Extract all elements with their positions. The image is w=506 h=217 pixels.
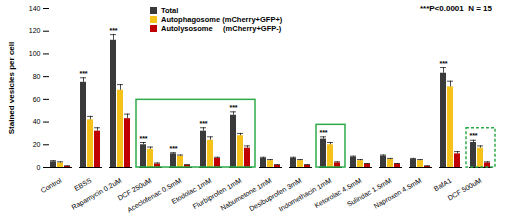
svg-text:***: ***	[229, 104, 237, 111]
svg-text:Nabumetone 1mM: Nabumetone 1mM	[219, 177, 273, 212]
html-text:Total: Total	[161, 6, 179, 15]
html-text:Autolysosome (mCherry+GFP-): Autolysosome (mCherry+GFP-)	[161, 24, 282, 33]
svg-text:Ketorolac 4.5mM: Ketorolac 4.5mM	[313, 177, 362, 210]
html-text:Autophagosome (mCherry+GFP+): Autophagosome (mCherry+GFP+)	[161, 15, 283, 24]
svg-text:BafA1: BafA1	[433, 177, 453, 193]
svg-text:140: 140	[29, 5, 41, 12]
svg-text:DCF 250uM: DCF 250uM	[116, 176, 153, 202]
svg-text:120: 120	[29, 27, 41, 34]
svg-text:80: 80	[33, 73, 41, 80]
svg-text:Sulindac 1.5mM: Sulindac 1.5mM	[345, 176, 393, 208]
svg-text:Rapamycin 0.2uM: Rapamycin 0.2uM	[70, 177, 123, 212]
svg-text:40: 40	[33, 118, 41, 125]
svg-text:***: ***	[139, 135, 147, 142]
svg-text:Flurbiprofen 1mM: Flurbiprofen 1mM	[192, 177, 244, 211]
svg-text:100: 100	[29, 50, 41, 57]
svg-text:***: ***	[439, 60, 447, 67]
svg-text:***: ***	[319, 129, 327, 136]
svg-text:20: 20	[33, 141, 41, 148]
svg-text:***: ***	[169, 145, 177, 152]
svg-text:***: ***	[79, 70, 87, 77]
svg-text:Indomethacin 1mM: Indomethacin 1mM	[278, 177, 333, 213]
svg-text:EBSS: EBSS	[73, 177, 93, 193]
svg-text:Etodolac 1mM: Etodolac 1mM	[170, 176, 213, 206]
svg-text:Stained vesicles per cell: Stained vesicles per cell	[7, 42, 16, 135]
svg-text:Aceclofenac 0.5mM: Aceclofenac 0.5mM	[126, 177, 183, 214]
svg-text:60: 60	[33, 96, 41, 103]
svg-text:0: 0	[37, 164, 41, 171]
svg-text:DCF 500uM: DCF 500uM	[446, 177, 482, 202]
svg-text:***: ***	[199, 120, 207, 127]
html-text:***P<0.0001 N = 15: ***P<0.0001 N = 15	[419, 4, 492, 13]
svg-text:***: ***	[469, 132, 477, 139]
svg-text:Control: Control	[40, 176, 63, 194]
svg-text:Desibuprofen 3mM: Desibuprofen 3mM	[248, 177, 303, 214]
svg-text:Naproxen 4.5mM: Naproxen 4.5mM	[373, 177, 424, 211]
svg-text:***: ***	[109, 27, 117, 34]
